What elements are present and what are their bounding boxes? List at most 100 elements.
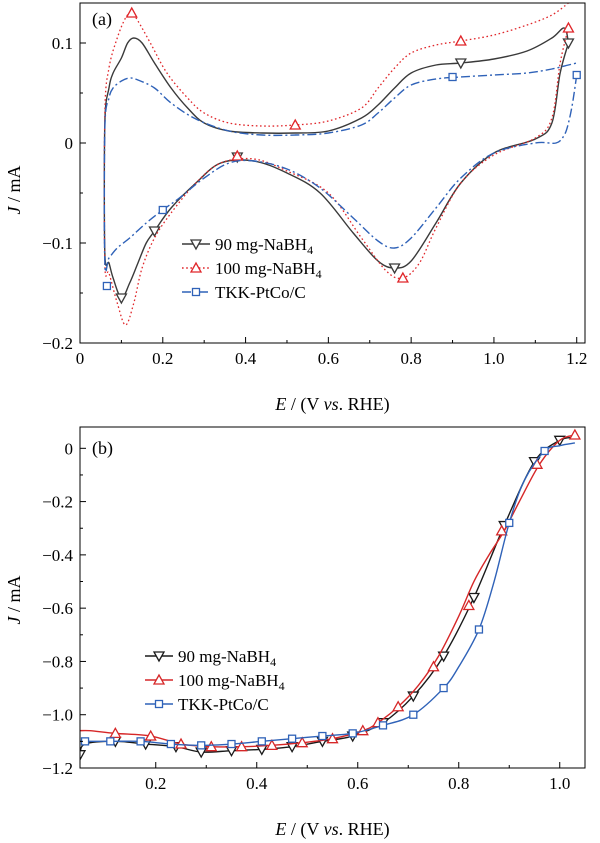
x-tick-label-a: 0.4 (235, 349, 257, 368)
data-marker-b-1 (80, 750, 87, 762)
data-marker-b-3 (197, 741, 206, 750)
y-tick-label-a: −0.1 (42, 234, 73, 253)
data-marker-a-1 (454, 58, 467, 70)
data-marker-b-3 (106, 737, 115, 746)
data-marker-b-2 (235, 740, 248, 752)
data-marker-b-2 (174, 737, 188, 749)
y-tick-label-b: −1.0 (42, 706, 73, 725)
data-marker-b-3 (474, 625, 484, 634)
y-tick-label-b: −0.2 (42, 493, 73, 512)
panel-b: 0.2 0.4 0.6 0.8 1.0 −1.2 −1.0 −0.8 −0.6 −0.4 −0.2 0… (4, 426, 586, 840)
data-marker-b-3 (257, 737, 266, 746)
plot-area-b: 0.2 0.4 0.6 0.8 1.0 −1.2 −1.0 −0.8 −0.6 −0.4 −0.2 0… (4, 426, 586, 840)
legend-label-a-1: 90 mg-NaBH4 (215, 235, 313, 257)
y-axis-title-b: J / mA (4, 575, 24, 624)
x-tick-label-b: 0.4 (246, 774, 268, 793)
panel-label-a: (a) (92, 9, 112, 30)
x-tick-label-a: 1.2 (566, 349, 587, 368)
x-tick-label-a: 1.0 (483, 349, 504, 368)
x-tick-label-a: 0 (76, 349, 85, 368)
series-line-b-2 (80, 434, 576, 748)
y-tick-label-a: 0 (65, 134, 74, 153)
data-marker-a-2 (396, 271, 409, 283)
data-marker-b-2 (462, 599, 475, 611)
data-marker-a-3 (102, 281, 112, 291)
legend-label-b-1: 90 mg-NaBH4 (178, 647, 276, 669)
data-marker-b-2 (296, 736, 309, 748)
legend-marker-a-2 (189, 261, 203, 273)
data-marker-a-3 (572, 70, 581, 80)
data-marker-a-1 (562, 38, 575, 50)
data-marker-a-3 (158, 205, 167, 215)
data-marker-b-2 (495, 524, 508, 536)
series-a-2 (103, 3, 575, 326)
data-marker-b-2 (109, 727, 122, 739)
x-tick-label-b: 1.0 (549, 774, 570, 793)
panel-a: 0 0.2 0.4 0.6 0.8 1.0 1.2 −0.2 −0.1 0 0.1 E / (V vs… (4, 2, 587, 415)
data-marker-b-3 (409, 710, 418, 719)
x-tick-label-a: 0.8 (401, 349, 422, 368)
x-tick-label-a: 0.2 (152, 349, 173, 368)
y-tick-label-a: 0.1 (52, 34, 73, 53)
y-axis-title-a: J / mA (4, 165, 24, 214)
data-marker-b-2 (326, 732, 339, 744)
x-axis-title-b: E / (V vs. RHE) (274, 819, 389, 840)
data-marker-b-1 (437, 651, 450, 663)
data-marker-b-3 (136, 737, 145, 746)
series-a-3 (102, 62, 581, 291)
series-a-1 (103, 27, 575, 305)
x-axis-title-a: E / (V vs. RHE) (274, 394, 389, 415)
y-tick-label-b: −0.8 (42, 652, 73, 671)
data-marker-b-2 (265, 739, 279, 751)
data-marker-b-2 (568, 428, 582, 440)
data-marker-b-1 (467, 592, 481, 604)
data-marker-a-3 (448, 72, 457, 82)
legend-marker-b-2 (152, 673, 166, 685)
data-marker-b-3 (439, 683, 448, 693)
data-marker-b-2 (205, 740, 218, 752)
x-tick-label-b: 0.8 (448, 774, 469, 793)
y-tick-label-a: −0.2 (42, 334, 73, 353)
plot-frame-a (79, 2, 586, 344)
plot-frame-b (79, 426, 586, 769)
series-line-b-1 (80, 436, 576, 755)
series-line-b-3 (80, 442, 576, 747)
data-marker-a-1 (115, 293, 128, 305)
legend-marker-b-1 (152, 651, 166, 663)
legend-label-a-2: 100 mg-NaBH4 (215, 259, 322, 281)
data-marker-b-3 (505, 518, 514, 528)
data-marker-a-2 (562, 21, 575, 33)
data-marker-a-2 (289, 118, 302, 130)
data-marker-a-1 (148, 226, 161, 238)
data-marker-b-2 (392, 700, 405, 712)
legend-marker-b-3 (154, 699, 164, 709)
x-tick-label-b: 0.6 (347, 774, 368, 793)
legend-label-b-2: 100 mg-NaBH4 (178, 671, 285, 693)
legend-marker-a-1 (189, 239, 203, 251)
data-marker-b-3 (166, 739, 176, 749)
legend-label-b-3: TKK-PtCo/C (178, 695, 269, 714)
y-tick-label-b: −0.4 (42, 546, 73, 565)
legend-label-a-3: TKK-PtCo/C (215, 283, 306, 302)
data-marker-b-3 (540, 446, 549, 456)
legend-marker-a-3 (191, 287, 201, 297)
data-marker-b-3 (227, 739, 236, 749)
series-line-a-2 (103, 3, 570, 326)
data-marker-b-3 (348, 729, 357, 738)
data-marker-b-2 (427, 660, 440, 672)
x-tick-label-a: 0.6 (318, 349, 339, 368)
data-marker-a-1 (388, 263, 401, 275)
series-line-a-1 (103, 27, 570, 299)
data-marker-b-2 (144, 729, 157, 741)
data-marker-a-2 (125, 6, 138, 18)
series-b-1 (80, 435, 576, 762)
data-marker-a-2 (231, 149, 244, 161)
series-b-3 (80, 442, 576, 750)
data-marker-b-3 (378, 721, 388, 730)
data-marker-b-3 (318, 731, 327, 741)
panel-label-b: (b) (92, 438, 113, 459)
data-marker-b-3 (287, 734, 297, 743)
